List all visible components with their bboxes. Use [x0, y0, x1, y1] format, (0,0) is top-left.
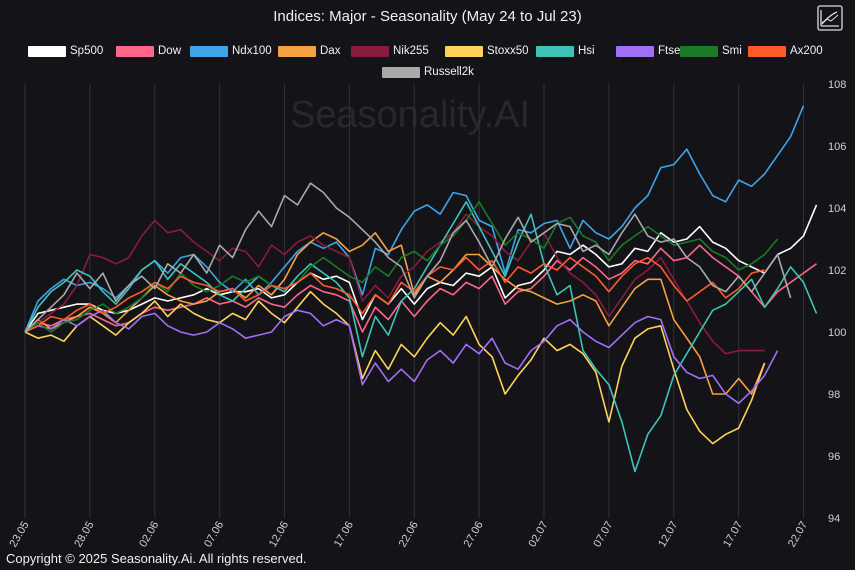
x-tick-label: 23.05: [7, 520, 31, 550]
y-tick-label: 94: [828, 513, 840, 525]
series-line-russell2k: [24, 182, 792, 333]
y-tick-label: 106: [828, 141, 846, 153]
series-line-sp500: [24, 204, 818, 333]
legend-swatch: [382, 66, 420, 78]
x-tick-label: 17.07: [721, 520, 745, 550]
x-tick-label: 17.06: [332, 520, 356, 550]
legend-item-ax200[interactable]: Ax200: [748, 44, 823, 58]
legend-label: Russell2k: [424, 66, 474, 78]
legend-label: Nik255: [393, 45, 429, 57]
y-tick-label: 102: [828, 265, 846, 277]
legend-item-hsi[interactable]: Hsi: [536, 44, 595, 58]
chart-type-icon[interactable]: [817, 5, 843, 31]
x-tick-label: 12.07: [656, 520, 680, 550]
series-line-dax: [24, 232, 766, 395]
x-tick-label: 28.05: [72, 520, 96, 550]
y-tick-label: 104: [828, 203, 846, 215]
series-line-ftse: [24, 309, 779, 405]
series-line-nik255: [24, 213, 765, 355]
series-lines: [24, 105, 818, 473]
legend-item-sp500[interactable]: Sp500: [28, 44, 103, 58]
series-line-dow: [24, 244, 817, 333]
legend-item-ftse[interactable]: Ftse: [616, 44, 680, 58]
legend-swatch: [116, 45, 154, 57]
legend-label: Hsi: [578, 45, 595, 57]
watermark: Seasonality.AI: [290, 94, 530, 136]
plot-background: [25, 84, 823, 518]
y-tick-label: 96: [828, 451, 840, 463]
legend-swatch: [748, 45, 786, 57]
legend-swatch: [536, 45, 574, 57]
series-line-hsi: [24, 201, 818, 473]
series-line-stoxx50: [24, 290, 766, 445]
x-tick-label: 07.06: [202, 520, 226, 550]
x-tick-label: 27.06: [462, 520, 486, 550]
copyright-text: Copyright © 2025 Seasonality.Ai. All rig…: [6, 551, 307, 566]
x-tick-label: 02.06: [137, 520, 161, 550]
legend-label: Ftse: [658, 45, 681, 57]
legend-swatch: [445, 45, 483, 57]
legend-item-dax[interactable]: Dax: [278, 44, 340, 58]
legend-swatch: [616, 45, 654, 57]
legend-swatch: [278, 45, 316, 57]
legend-swatch: [351, 45, 389, 57]
y-tick-label: 98: [828, 389, 840, 401]
legend-label: Dow: [158, 45, 182, 57]
legend-label: Stoxx50: [487, 45, 529, 57]
legend-item-ndx100[interactable]: Ndx100: [190, 44, 272, 58]
legend-swatch: [28, 45, 66, 57]
y-axis: 94 96 98 100 102 104 106 108: [828, 79, 846, 525]
legend-label: Smi: [722, 45, 742, 57]
legend-label: Sp500: [70, 45, 104, 57]
legend-item-russell2k[interactable]: Russell2k: [382, 65, 474, 79]
x-tick-label: 07.07: [591, 520, 615, 550]
legend-label: Ax200: [790, 45, 823, 57]
series-line-ax200: [24, 256, 765, 333]
legend-item-smi[interactable]: Smi: [680, 44, 742, 58]
chart-title: Indices: Major - Seasonality (May 24 to …: [273, 8, 582, 25]
x-tick-label: 02.07: [526, 520, 550, 550]
x-tick-label: 22.07: [786, 520, 810, 550]
series-line-smi: [24, 201, 779, 333]
legend-swatch: [190, 45, 228, 57]
legend-item-dow[interactable]: Dow: [116, 44, 181, 58]
x-axis: 23.05 28.05 02.06 07.06 12.06 17.06 22.06 27.06…: [7, 520, 810, 550]
y-tick-label: 108: [828, 79, 846, 91]
y-tick-label: 100: [828, 327, 846, 339]
x-tick-label: 12.06: [267, 520, 291, 550]
legend-label: Ndx100: [232, 45, 272, 57]
legend-swatch: [680, 45, 718, 57]
x-tick-label: 22.06: [397, 520, 421, 550]
legend-label: Dax: [320, 45, 341, 57]
legend-item-stoxx50[interactable]: Stoxx50: [445, 44, 529, 58]
legend-item-nik255[interactable]: Nik255: [351, 44, 429, 58]
